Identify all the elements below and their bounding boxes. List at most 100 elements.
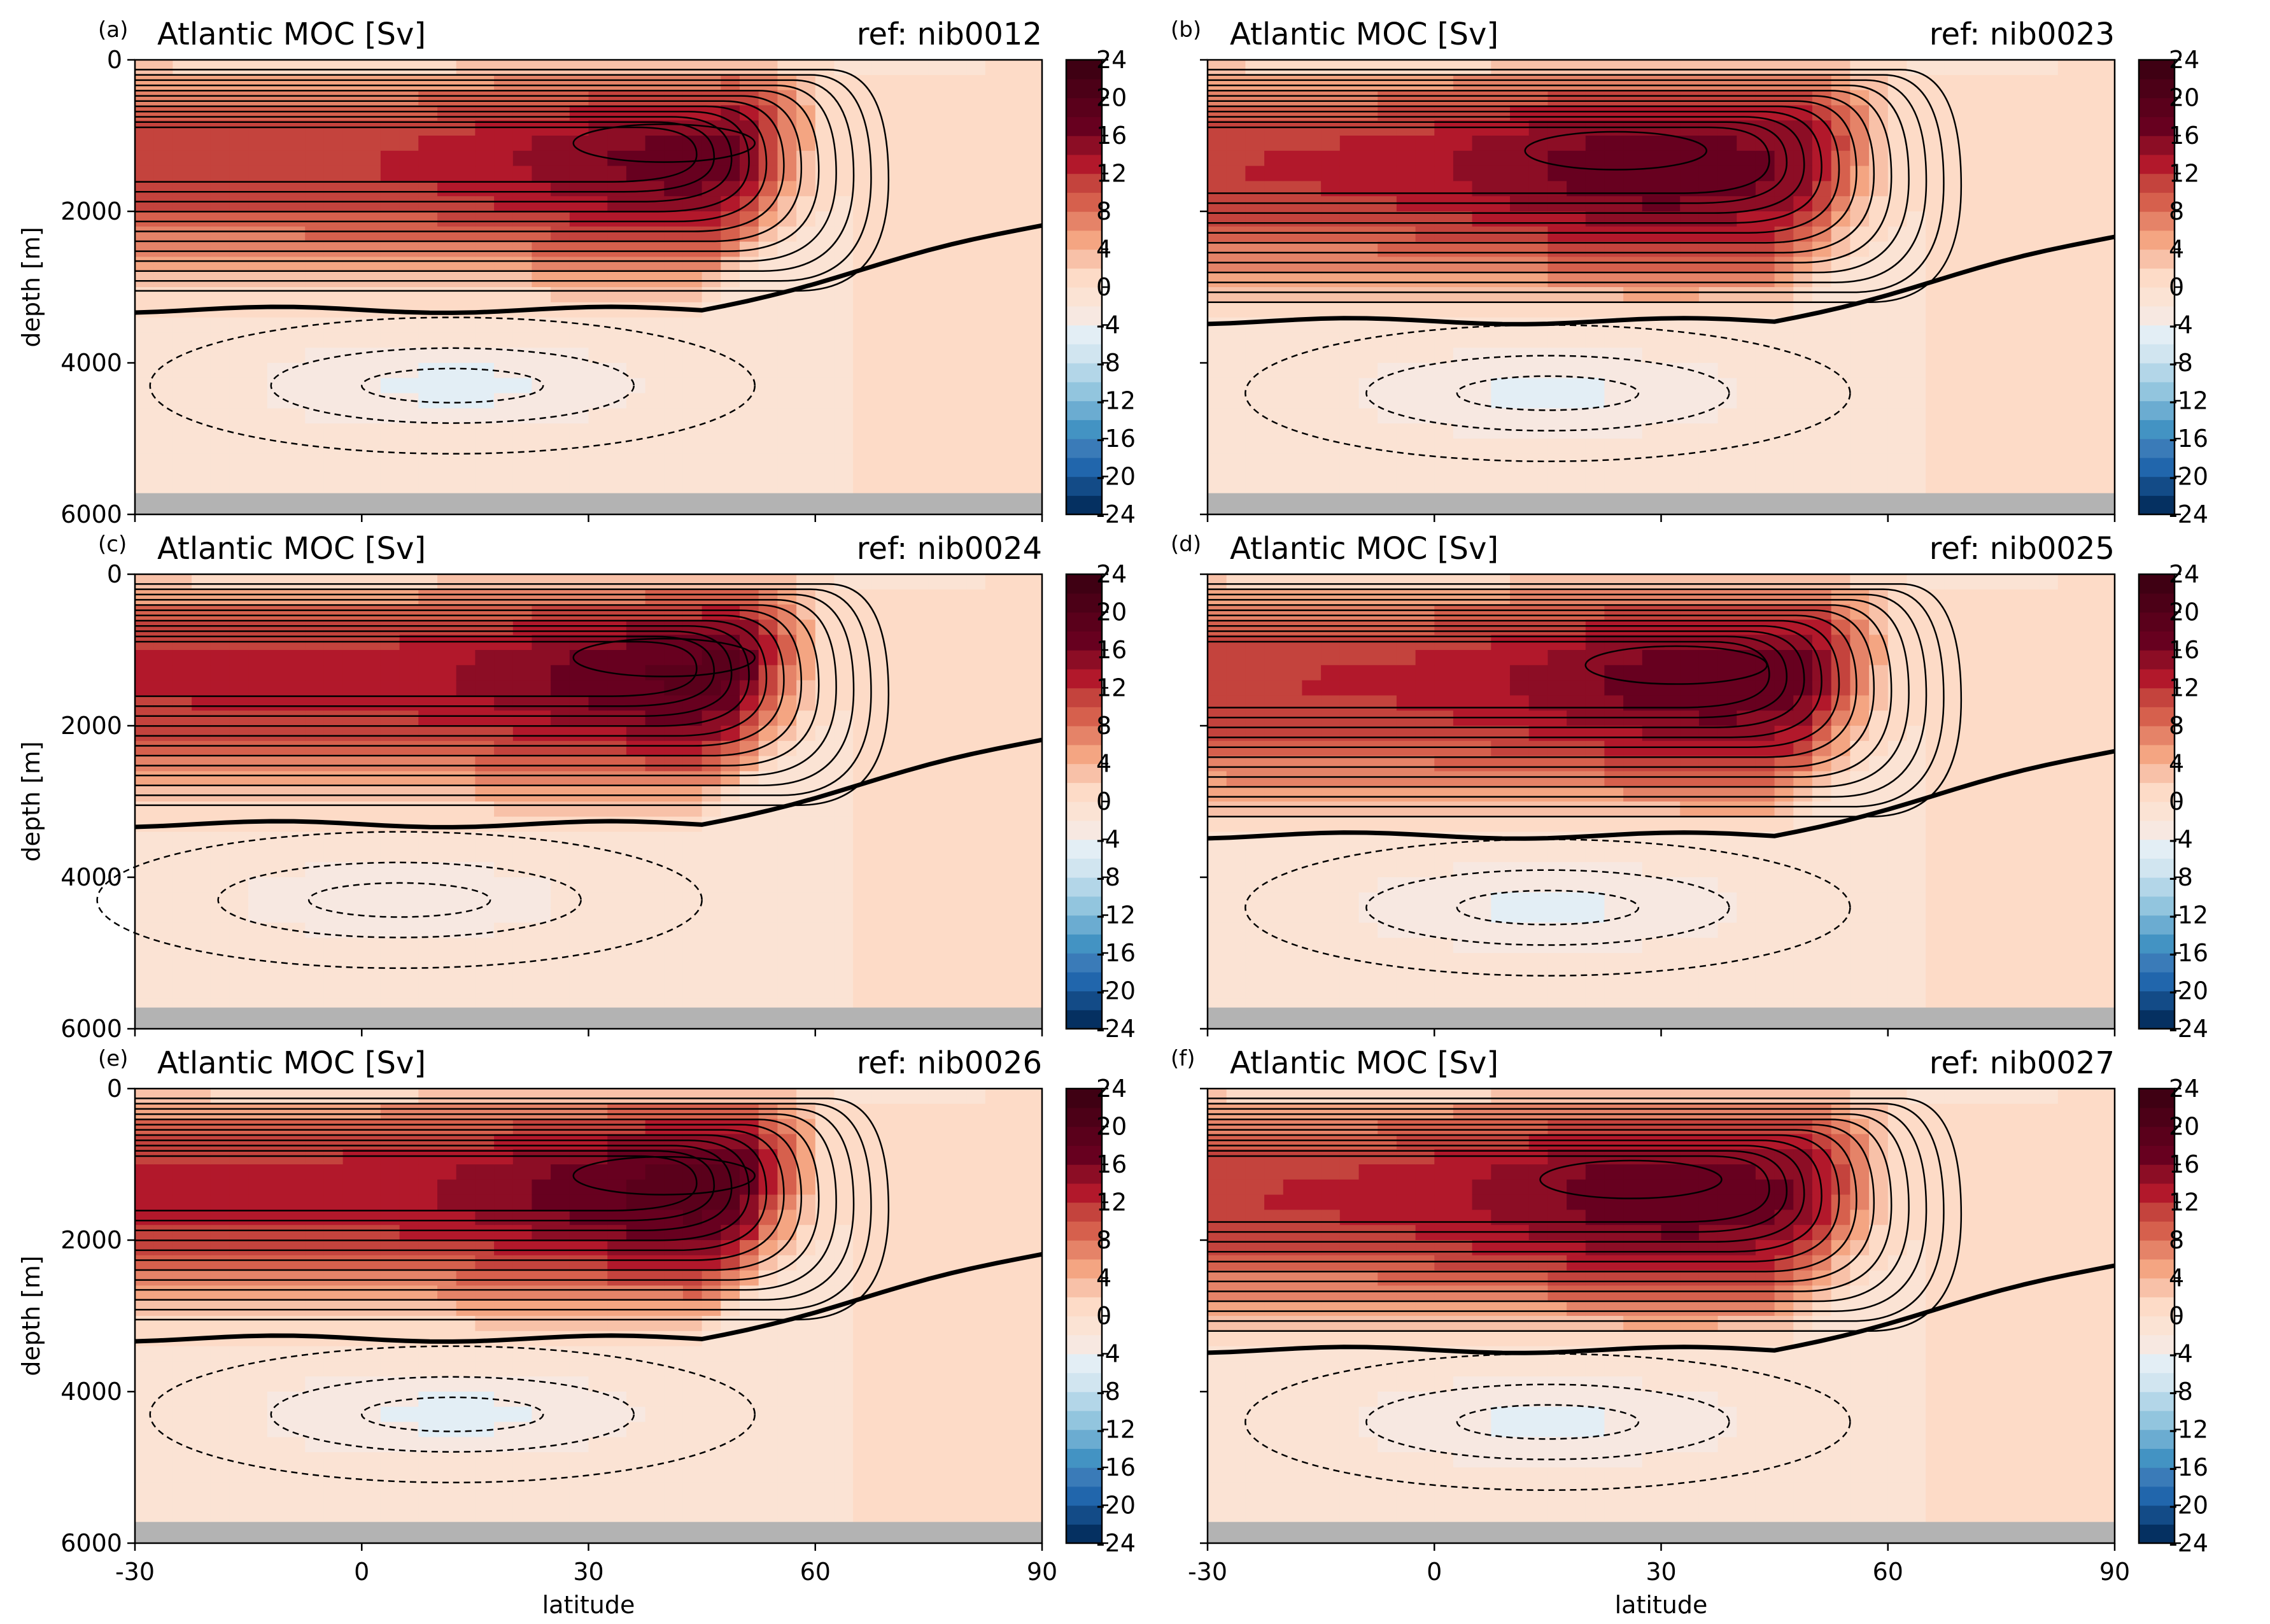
heatmap-cell [1869,257,1889,272]
heatmap-cell [2096,105,2115,121]
heatmap-cell [1869,348,1889,364]
heatmap-cell [834,181,854,197]
heatmap-cell [721,771,740,787]
heatmap-cell [192,90,211,106]
heatmap-cell [1415,619,1435,635]
heatmap-cell [1023,756,1043,772]
heatmap-cell [1982,393,2002,409]
heatmap-cell [891,938,910,954]
heatmap-cell [740,332,759,348]
heatmap-cell [342,619,362,635]
heatmap-cell [2076,332,2096,348]
heatmap-cell [891,922,910,938]
heatmap-cell [1226,710,1246,726]
heatmap-cell [362,665,381,681]
heatmap-cell [1585,439,1605,455]
heatmap-cell [758,439,778,455]
heatmap-cell [871,363,892,379]
heatmap-cell [1528,74,1548,91]
heatmap-cell [626,181,646,197]
heatmap-cell [1208,378,1227,394]
heatmap-cell [1208,877,1227,893]
heatmap-cell [853,574,873,590]
heatmap-cell [418,439,438,455]
heatmap-cell [1453,257,1473,272]
heatmap-cell [1302,423,1322,439]
colorbar-tick-label: 0 [1096,273,1111,301]
heatmap-cell [456,423,476,439]
heatmap-cell [645,968,665,984]
heatmap-cell [1887,378,1908,394]
heatmap-cell [229,150,249,167]
heatmap-cell [1491,393,1511,409]
heatmap-cell [305,786,325,802]
heatmap-cell [1453,90,1473,106]
heatmap-cell [342,423,362,439]
heatmap-cell [1642,74,1662,91]
heatmap-cell [985,150,1005,167]
heatmap-cell [1023,257,1043,272]
heatmap-cell [1396,90,1416,106]
heatmap-cell [853,726,873,742]
heatmap-cell [1963,348,1983,364]
heatmap-cell [701,847,721,863]
heatmap-cell [229,604,249,620]
heatmap-cell [758,120,778,136]
heatmap-cell [1831,272,1851,288]
heatmap-cell [153,771,173,787]
heatmap-cell [1926,408,1945,424]
heatmap-cell [1415,740,1435,757]
heatmap-cell [305,847,325,863]
heatmap-cell [362,938,381,954]
heatmap-cell [1434,90,1454,106]
heatmap-cell [721,831,740,847]
heatmap-cell [1208,953,1227,969]
heatmap-cell [1472,136,1491,152]
heatmap-cell [834,756,854,772]
heatmap-cell [456,710,476,726]
heatmap-cell [532,120,551,136]
heatmap-cell [1774,74,1794,91]
heatmap-cell [153,136,173,152]
heatmap-cell [2057,393,2078,409]
heatmap-cell [2020,348,2040,364]
heatmap-cell [173,650,192,666]
heatmap-cell [399,665,419,681]
heatmap-cell [475,847,495,863]
heatmap-cell [267,680,287,696]
heatmap-cell [1774,393,1794,409]
heatmap-cell [1264,983,1284,999]
heatmap-cell [305,120,325,136]
heatmap-cell [626,105,646,121]
heatmap-cell [626,740,646,757]
heatmap-cell [947,166,967,181]
heatmap-cell [1226,181,1246,197]
heatmap-cell [248,604,268,620]
colorbar-segment [1066,363,1102,383]
heatmap-cell [607,257,627,272]
heatmap-cell [1339,907,1360,923]
heatmap-cell [1415,695,1435,711]
heatmap-cell [456,378,476,394]
heatmap-cell [607,74,627,91]
heatmap-cell [380,756,400,772]
heatmap-cell [1926,302,1945,318]
heatmap-cell [985,574,1005,590]
heatmap-cell [1812,423,1832,439]
colorbar-segment [1066,136,1102,155]
heatmap-cell [607,862,627,878]
heatmap-cell [1453,589,1473,605]
heatmap-cell [740,907,759,923]
heatmap-cell [475,60,495,76]
heatmap-cell [682,862,703,878]
heatmap-cell [1339,665,1360,681]
heatmap-cell [1680,423,1700,439]
colorbar-tick-label: 8 [1096,197,1111,225]
heatmap-cell [1264,211,1284,227]
heatmap-cell [1680,332,1700,348]
heatmap-cell [1378,226,1397,243]
colorbar-tick-label: 24 [1096,560,1127,588]
heatmap-cell [985,287,1005,303]
heatmap-cell [210,90,230,106]
heatmap-cell [551,680,570,696]
